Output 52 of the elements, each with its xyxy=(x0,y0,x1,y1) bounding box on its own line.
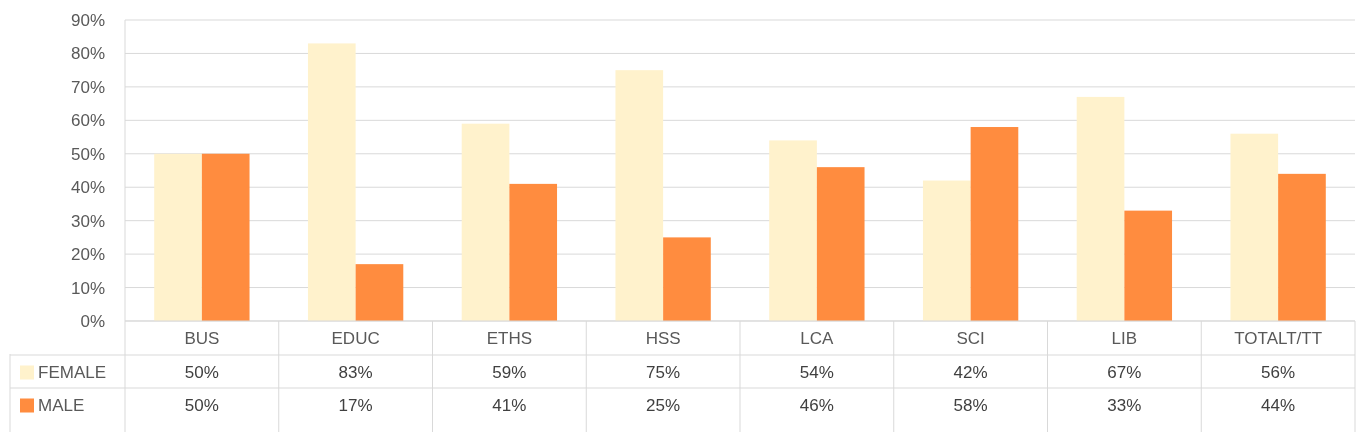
data-label: 46% xyxy=(799,396,834,416)
data-label: 41% xyxy=(492,396,527,416)
y-tick-label: 50% xyxy=(70,144,105,164)
data-label: 50% xyxy=(184,396,219,416)
data-label: 58% xyxy=(953,396,988,416)
data-label: 25% xyxy=(646,396,681,416)
bar xyxy=(1278,173,1326,321)
x-tick-label: LCA xyxy=(800,329,835,349)
bar xyxy=(461,123,510,321)
data-label: 67% xyxy=(1107,363,1142,383)
x-tick-label: HSS xyxy=(645,329,681,349)
bar xyxy=(1124,210,1173,321)
data-label: 83% xyxy=(338,363,373,383)
y-tick-label: 80% xyxy=(70,44,105,64)
x-tick-label: BUS xyxy=(184,329,220,349)
x-tick-label: EDUC xyxy=(331,329,380,349)
y-tick-label: 10% xyxy=(70,278,105,298)
x-tick-label: TOTALT/TT xyxy=(1234,329,1323,349)
y-tick-label: 70% xyxy=(70,77,105,97)
y-tick-label: 20% xyxy=(70,245,105,265)
x-tick-label: ETHS xyxy=(486,329,533,349)
y-tick-label: 0% xyxy=(80,311,105,331)
y-tick-label: 90% xyxy=(70,10,105,30)
data-label: 54% xyxy=(799,363,834,383)
y-tick-label: 40% xyxy=(70,178,105,198)
x-tick-label: SCI xyxy=(956,329,985,349)
bar xyxy=(154,153,202,321)
bar xyxy=(201,153,250,321)
bar xyxy=(355,264,404,321)
data-label: 50% xyxy=(184,363,219,383)
bar xyxy=(922,180,971,321)
bar xyxy=(816,167,865,321)
data-label: 17% xyxy=(338,396,373,416)
data-label: 44% xyxy=(1261,396,1296,416)
data-label: 33% xyxy=(1107,396,1142,416)
y-tick-label: 30% xyxy=(70,211,105,231)
legend-label: FEMALE xyxy=(38,363,107,383)
bar xyxy=(307,43,356,321)
legend-label: MALE xyxy=(38,396,85,416)
bar xyxy=(769,140,817,321)
y-tick-label: 60% xyxy=(70,111,105,131)
bar xyxy=(1230,133,1279,321)
data-label: 42% xyxy=(953,363,988,383)
bar xyxy=(1076,96,1125,321)
bar xyxy=(663,237,711,321)
x-tick-label: LIB xyxy=(1111,329,1138,349)
data-label: 56% xyxy=(1261,363,1296,383)
data-label: 59% xyxy=(492,363,527,383)
bar xyxy=(509,183,558,321)
bar xyxy=(615,70,664,321)
data-label: 75% xyxy=(646,363,681,383)
bar xyxy=(970,127,1019,321)
